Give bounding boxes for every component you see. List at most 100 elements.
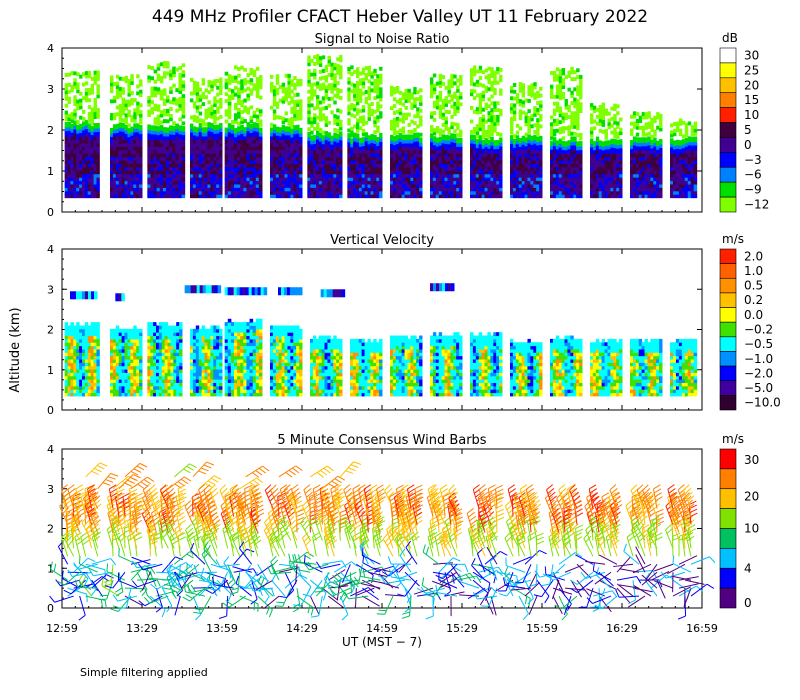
snr-cell — [224, 136, 229, 141]
snr-cell — [370, 81, 374, 86]
snr-cell — [450, 84, 454, 89]
snr-cell — [178, 156, 183, 161]
snr-cell — [110, 163, 114, 168]
snr-cell — [204, 136, 208, 141]
snr-cell — [96, 149, 100, 154]
snr-cell — [339, 136, 343, 141]
snr-cell — [162, 112, 167, 117]
snr-cell — [201, 177, 206, 182]
snr-cell — [110, 194, 114, 199]
snr-cell — [118, 107, 123, 112]
snr-cell — [249, 163, 254, 168]
snr-cell — [484, 149, 488, 154]
snr-cell — [118, 153, 123, 158]
snr-cell — [438, 163, 443, 168]
snr-cell — [536, 128, 540, 133]
snr-cell — [373, 82, 377, 87]
snr-cell — [561, 183, 566, 188]
snr-cell — [327, 190, 331, 195]
snr-cell — [398, 160, 403, 164]
snr-cell — [390, 123, 394, 128]
snr-cell — [672, 190, 677, 195]
snr-cell — [432, 160, 437, 164]
snr-cell — [201, 194, 206, 199]
snr-cell — [450, 104, 454, 109]
snr-cell — [576, 126, 580, 131]
snr-cell — [524, 194, 528, 199]
snr-cell — [410, 187, 414, 192]
snr-cell — [333, 173, 337, 178]
snr-cell — [678, 173, 683, 178]
snr-cell — [592, 190, 597, 195]
snr-cell — [307, 160, 311, 164]
snr-cell — [530, 156, 534, 161]
snr-cell — [515, 93, 520, 97]
snr-cell — [441, 139, 446, 144]
snr-cell — [456, 180, 460, 185]
snr-cell — [432, 131, 437, 136]
snr-cell — [459, 190, 463, 195]
snr-cell — [162, 74, 167, 79]
snr-cell — [96, 139, 100, 144]
snr-cell — [590, 113, 594, 118]
snr-cell — [350, 82, 354, 87]
snr-cell — [224, 183, 229, 188]
snr-cell — [481, 160, 486, 164]
snr-cell — [121, 149, 126, 154]
snr-cell — [635, 153, 640, 158]
snr-cell — [210, 187, 214, 192]
snr-cell — [656, 125, 660, 130]
snr-cell — [392, 194, 397, 199]
snr-cell — [139, 183, 143, 188]
snr-cell — [684, 156, 689, 161]
snr-cell — [67, 194, 71, 199]
snr-cell — [270, 187, 274, 192]
snr-cell — [210, 170, 214, 175]
snr-cell — [204, 139, 208, 144]
snr-cell — [512, 89, 517, 94]
snr-cell — [435, 102, 440, 107]
snr-cell — [327, 103, 331, 108]
snr-cell — [607, 153, 611, 158]
snr-cell — [358, 187, 363, 192]
snr-cell — [172, 183, 176, 188]
snr-cell — [330, 166, 334, 171]
snr-cell — [419, 115, 423, 120]
snr-cell — [478, 106, 483, 111]
snr-cell — [219, 127, 223, 133]
snr-cell — [536, 194, 540, 199]
snr-cell — [573, 149, 577, 154]
snr-cell — [361, 160, 366, 164]
snr-cell — [96, 180, 100, 185]
snr-cell — [150, 89, 155, 94]
snr-cell — [284, 183, 288, 188]
snr-cell — [376, 84, 380, 89]
snr-cell — [110, 187, 114, 192]
snr-cell — [76, 160, 80, 164]
snr-cell — [258, 112, 263, 117]
snr-cell — [653, 115, 657, 120]
snr-cell — [249, 67, 254, 72]
snr-cell — [441, 156, 446, 161]
snr-cell — [675, 177, 680, 182]
snr-cell — [330, 183, 334, 188]
snr-cell — [195, 105, 200, 110]
snr-cell — [518, 109, 523, 114]
snr-cell — [610, 163, 614, 168]
snr-cell — [456, 149, 460, 154]
snr-cell — [456, 170, 460, 175]
snr-cell — [156, 104, 161, 109]
snr-cell — [561, 173, 566, 178]
snr-cell — [496, 194, 500, 199]
snr-cell — [249, 132, 254, 137]
snr-cell — [272, 149, 277, 154]
snr-cell — [156, 121, 161, 126]
snr-cell — [379, 97, 383, 102]
snr-cell — [290, 110, 294, 114]
snr-cell — [347, 80, 351, 85]
snr-cell — [675, 153, 680, 158]
snr-cell — [356, 163, 360, 168]
snr-cell — [133, 153, 137, 158]
snr-cell — [430, 183, 434, 188]
snr-cell — [339, 119, 343, 124]
